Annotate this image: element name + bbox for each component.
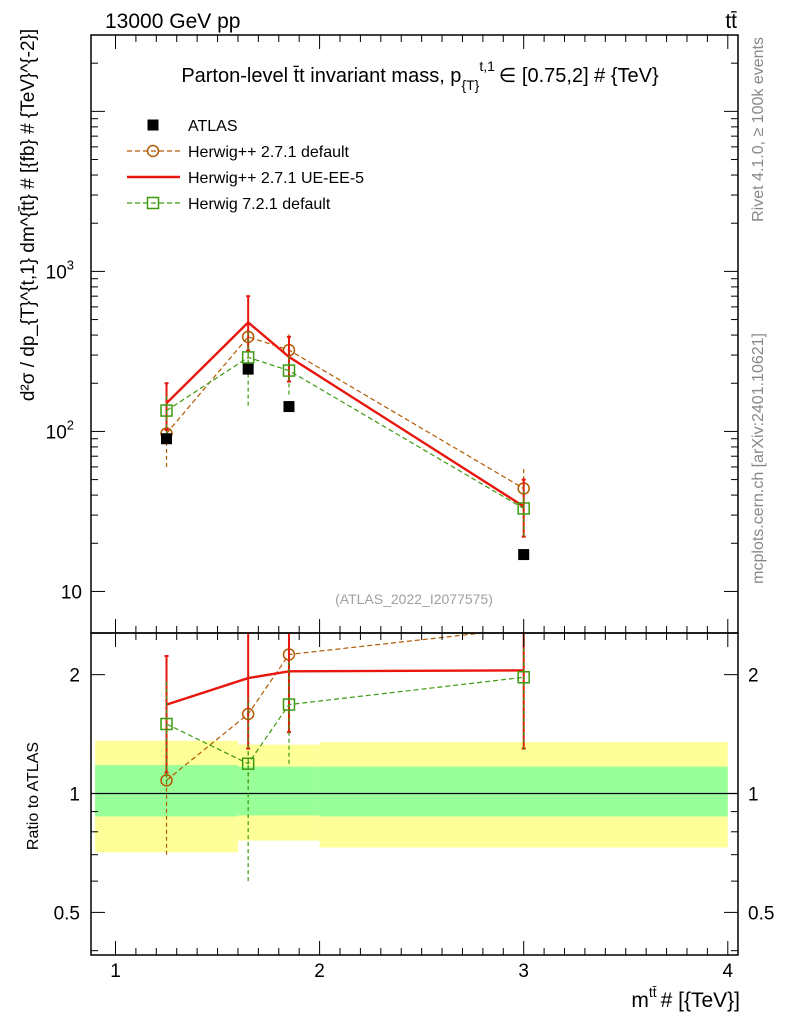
ratio-panel: 0.5 0.5 1 1 2 2 1 2 3 4 Ratio to ATLAS mtt̄ # [{Te… bbox=[25, 632, 774, 1012]
marker-square bbox=[160, 717, 173, 731]
y-tick-label-exp: 2 bbox=[67, 417, 74, 432]
legend-label: ATLAS bbox=[188, 118, 238, 135]
marker-data bbox=[242, 363, 254, 375]
legend-label: Herwig 7.2.1 default bbox=[188, 196, 331, 213]
marker-square bbox=[160, 404, 173, 417]
marker-square bbox=[517, 671, 530, 684]
x-tick-label: 3 bbox=[518, 961, 529, 982]
rivet-version-label: Rivet 4.1.0, ≥ 100k events bbox=[750, 37, 767, 222]
x-tick-label: 4 bbox=[723, 961, 734, 982]
main-title-rest: ∈ [0.75,2] # {TeV} bbox=[499, 65, 659, 87]
legend-label: Herwig++ 2.7.1 UE-EE-5 bbox=[188, 170, 364, 187]
x-axis-label-rest: # [{TeV}] bbox=[661, 989, 740, 1012]
marker-square bbox=[241, 757, 255, 770]
y-tick-label: 102 bbox=[46, 417, 74, 443]
ratio-y-tick-label-right: 2 bbox=[748, 666, 759, 687]
ratio-series bbox=[160, 633, 530, 882]
marker-data bbox=[161, 433, 173, 445]
y-tick-label: 10 bbox=[61, 582, 82, 603]
x-axis-label-main: m bbox=[631, 989, 649, 1012]
ratio-y-tick-label-right: 0.5 bbox=[748, 903, 774, 924]
x-tick-label: 1 bbox=[110, 961, 121, 982]
main-title: Parton-level t̄t invariant mass, p{T}t,1… bbox=[181, 58, 659, 93]
marker-data bbox=[518, 549, 530, 561]
series-line bbox=[166, 633, 488, 781]
header-left: 13000 GeV pp bbox=[105, 10, 240, 33]
legend-label: Herwig++ 2.7.1 default bbox=[188, 144, 350, 161]
source-label: mcplots.cern.ch [arXiv:2401.10621] bbox=[750, 333, 767, 584]
marker-circle bbox=[146, 144, 160, 158]
marker-square bbox=[282, 364, 296, 377]
marker-square bbox=[517, 502, 530, 515]
main-title-sup: t,1 bbox=[479, 58, 495, 74]
ratio-y-tick-label: 0.5 bbox=[54, 903, 80, 924]
main-ylabel: d²σ / dp_{T}^{t,1} dm^{t̄t} # [{fb} # {T… bbox=[18, 29, 39, 401]
x-tick-label: 2 bbox=[314, 961, 325, 982]
marker-square bbox=[241, 351, 255, 364]
uncertainty-band-inner bbox=[319, 766, 728, 817]
series-line bbox=[166, 356, 525, 510]
ratio-y-tick-label-right: 1 bbox=[748, 785, 759, 806]
series-line bbox=[166, 336, 525, 490]
marker-data bbox=[147, 119, 159, 131]
marker-square bbox=[282, 698, 296, 711]
main-title-sub: {T} bbox=[461, 77, 479, 93]
ratio-ylabel: Ratio to ATLAS bbox=[25, 742, 42, 850]
y-tick-label: 103 bbox=[46, 257, 74, 283]
marker-data bbox=[283, 401, 295, 413]
y-tick-label-exp: 3 bbox=[67, 257, 74, 272]
main-title-text: Parton-level t̄t invariant mass, p bbox=[181, 65, 461, 87]
uncertainty-band-inner bbox=[237, 766, 320, 816]
header-right: tt̄ bbox=[725, 10, 737, 33]
ratio-y-tick-label: 2 bbox=[69, 666, 80, 687]
watermark: (ATLAS_2022_I2077575) bbox=[335, 591, 493, 607]
legend: ATLAS Herwig++ 2.7.1 default Herwig++ 2.7.… bbox=[127, 118, 364, 213]
series-line bbox=[165, 320, 525, 508]
ratio-y-tick-label: 1 bbox=[69, 785, 80, 806]
series-line bbox=[166, 669, 524, 706]
main-panel: 10 102 103 Parton-level t̄t invariant mass… bbox=[18, 29, 739, 634]
series-line bbox=[166, 676, 524, 765]
x-axis-label: mtt̄ # [{TeV}] bbox=[631, 984, 740, 1012]
x-axis-label-sup: tt̄ bbox=[649, 984, 657, 1000]
marker-square bbox=[146, 196, 160, 210]
